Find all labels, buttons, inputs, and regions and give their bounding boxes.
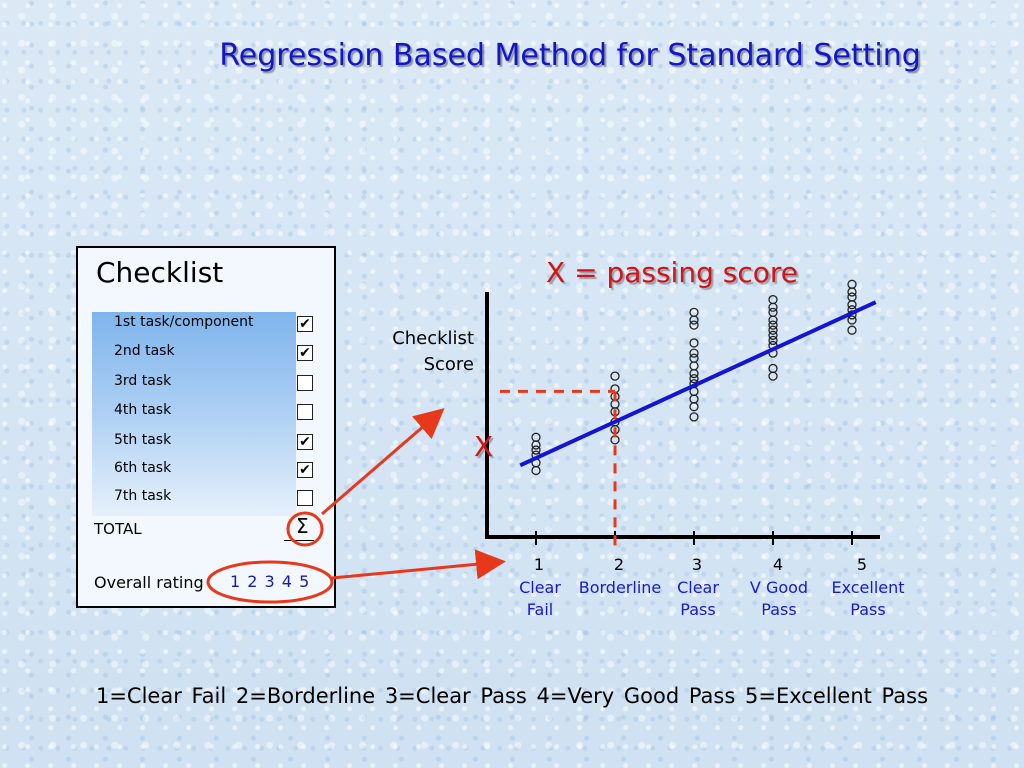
- x-category-line: Fail: [526, 600, 554, 619]
- overall-rating-values: 1 2 3 4 5: [230, 572, 310, 591]
- x-category-line: Clear: [519, 578, 561, 597]
- passing-score-marker: X: [474, 430, 494, 463]
- data-point: [689, 320, 699, 330]
- x-category-line: Borderline: [578, 578, 662, 597]
- y-axis-label: Checklist Score: [370, 326, 474, 378]
- task-checkbox[interactable]: ✔: [297, 434, 313, 450]
- task-label: 2nd task: [114, 343, 175, 359]
- passing-score-title: X = passing score: [546, 256, 798, 289]
- data-point: [847, 292, 857, 302]
- data-point: [689, 348, 699, 358]
- x-tick-label: 2: [613, 555, 625, 574]
- x-tick-label: 4: [772, 555, 784, 574]
- task-checkbox[interactable]: ✔: [297, 316, 313, 332]
- task-checkbox[interactable]: ✔: [297, 345, 313, 361]
- data-point: [768, 294, 778, 305]
- overall-rating-label: Overall rating: [94, 573, 204, 592]
- data-point: [768, 315, 778, 325]
- data-point: [531, 432, 541, 442]
- checklist-panel: Checklist TOTAL Σ Overall rating 1 2 3 4…: [76, 246, 336, 608]
- data-point: [768, 325, 778, 335]
- task-label: 1st task/component: [114, 314, 254, 330]
- data-point: [768, 371, 778, 381]
- x-category-label: V Good Pass: [724, 577, 834, 621]
- data-point: [847, 325, 857, 335]
- data-point: [768, 335, 778, 346]
- task-label: 7th task: [114, 488, 172, 504]
- x-category-label: Clear Pass: [643, 577, 753, 621]
- data-point: [689, 394, 699, 404]
- task-label: 5th task: [114, 432, 172, 448]
- x-category-line: Pass: [761, 600, 797, 619]
- data-point: [768, 307, 778, 318]
- rating-highlight-ellipse: [206, 560, 334, 604]
- page-title: Regression Based Method for Standard Set…: [219, 38, 921, 73]
- x-tick-label: 5: [856, 555, 868, 574]
- data-point: [689, 361, 699, 371]
- task-label: 6th task: [114, 460, 172, 476]
- data-point: [847, 315, 857, 325]
- task-label: 3rd task: [114, 373, 172, 389]
- x-tick-label: 1: [533, 555, 545, 574]
- data-point: [610, 371, 620, 381]
- data-point: [689, 402, 699, 412]
- x-category-label: Borderline: [565, 577, 675, 599]
- x-category-label: Clear Fail: [485, 577, 595, 621]
- x-category-label: Excellent Pass: [813, 577, 923, 621]
- sigma-icon: Σ: [296, 514, 309, 538]
- total-underline: [284, 540, 314, 541]
- checklist-heading: Checklist: [96, 256, 224, 289]
- data-point: [689, 368, 699, 379]
- y-axis-label-line: Score: [423, 354, 474, 375]
- data-point: [847, 300, 857, 310]
- data-point: [768, 302, 778, 312]
- x-tick-label: 3: [691, 555, 703, 574]
- sum-to-score-arrow: [321, 408, 445, 516]
- task-checkbox[interactable]: [297, 404, 313, 420]
- x-category-line: Pass: [850, 600, 886, 619]
- total-label: TOTAL: [94, 520, 142, 538]
- data-point: [531, 465, 541, 476]
- x-category-line: Clear: [677, 578, 719, 597]
- task-label: 4th task: [114, 402, 172, 418]
- task-checkbox[interactable]: ✔: [297, 462, 313, 478]
- data-point: [689, 307, 699, 318]
- sigma-highlight-circle: [286, 511, 324, 547]
- data-point: [689, 353, 699, 363]
- data-point: [531, 445, 541, 455]
- data-point: [768, 363, 778, 374]
- data-point: [847, 287, 857, 297]
- x-category-line: Pass: [680, 600, 716, 619]
- x-category-line: Excellent: [831, 578, 905, 597]
- task-checkbox[interactable]: [297, 490, 313, 506]
- y-axis-label-line: Checklist: [392, 328, 474, 349]
- x-category-line: V Good: [749, 578, 809, 597]
- task-list: [92, 312, 296, 516]
- data-point: [768, 320, 778, 330]
- data-point: [689, 338, 699, 348]
- task-checkbox[interactable]: [297, 375, 313, 391]
- regression-line: [519, 300, 877, 468]
- data-point: [768, 330, 778, 340]
- data-point: [847, 279, 857, 289]
- rating-legend: 1=Clear Fail 2=Borderline 3=Clear Pass 4…: [95, 684, 929, 708]
- data-point: [689, 373, 699, 384]
- data-point: [689, 412, 699, 422]
- rating-to-axis-arrow: [331, 549, 506, 580]
- data-point: [531, 440, 541, 450]
- data-point: [689, 315, 699, 325]
